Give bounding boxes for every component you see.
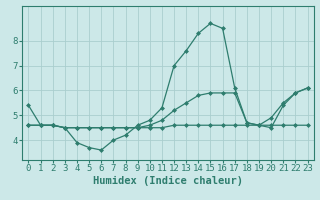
X-axis label: Humidex (Indice chaleur): Humidex (Indice chaleur) bbox=[93, 176, 243, 186]
